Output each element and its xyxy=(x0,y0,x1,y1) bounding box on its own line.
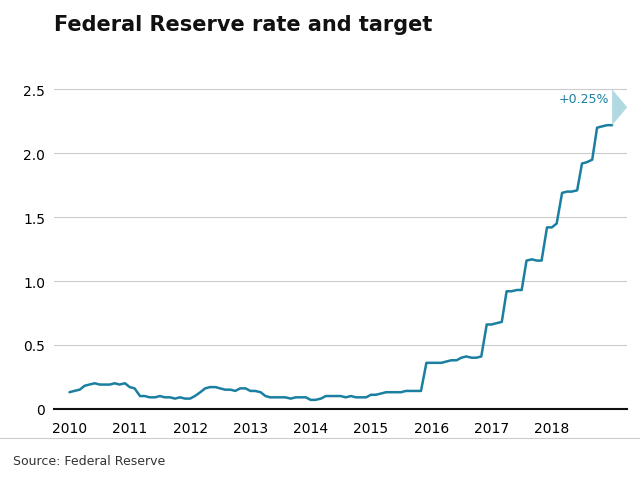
Text: BBC: BBC xyxy=(584,454,622,468)
Polygon shape xyxy=(612,90,627,126)
Text: Federal Reserve rate and target: Federal Reserve rate and target xyxy=(54,15,433,34)
Text: Source: Federal Reserve: Source: Federal Reserve xyxy=(13,454,165,467)
Text: +0.25%: +0.25% xyxy=(559,92,609,106)
